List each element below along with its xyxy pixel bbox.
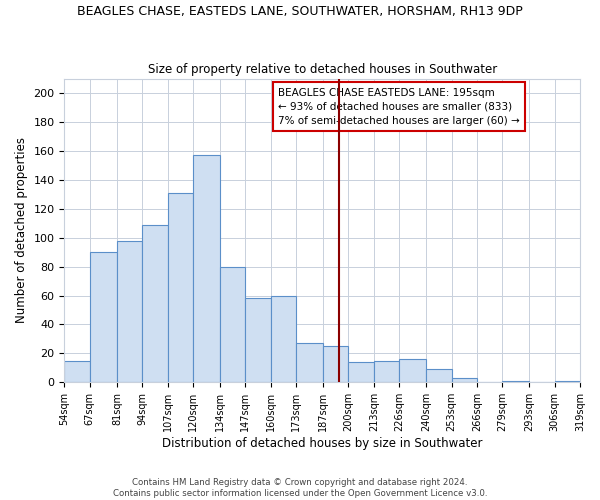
Title: Size of property relative to detached houses in Southwater: Size of property relative to detached ho… [148, 63, 497, 76]
Bar [245, 298, 271, 382]
Bar [142, 224, 167, 382]
Text: BEAGLES CHASE EASTEDS LANE: 195sqm
← 93% of detached houses are smaller (833)
7%: BEAGLES CHASE EASTEDS LANE: 195sqm ← 93%… [278, 88, 520, 126]
Bar [64, 360, 89, 382]
Bar [89, 252, 117, 382]
Bar [502, 381, 529, 382]
Text: Contains HM Land Registry data © Crown copyright and database right 2024.
Contai: Contains HM Land Registry data © Crown c… [113, 478, 487, 498]
Bar [117, 240, 142, 382]
Bar [167, 193, 193, 382]
Bar [323, 346, 349, 383]
Bar [271, 296, 296, 382]
Y-axis label: Number of detached properties: Number of detached properties [15, 138, 28, 324]
Bar [555, 381, 580, 382]
Bar [220, 266, 245, 382]
Bar [399, 359, 426, 382]
Bar [426, 370, 452, 382]
Text: BEAGLES CHASE, EASTEDS LANE, SOUTHWATER, HORSHAM, RH13 9DP: BEAGLES CHASE, EASTEDS LANE, SOUTHWATER,… [77, 5, 523, 18]
Bar [374, 360, 399, 382]
Bar [452, 378, 477, 382]
X-axis label: Distribution of detached houses by size in Southwater: Distribution of detached houses by size … [162, 437, 482, 450]
Bar [193, 155, 220, 382]
Bar [296, 344, 323, 382]
Bar [349, 362, 374, 382]
